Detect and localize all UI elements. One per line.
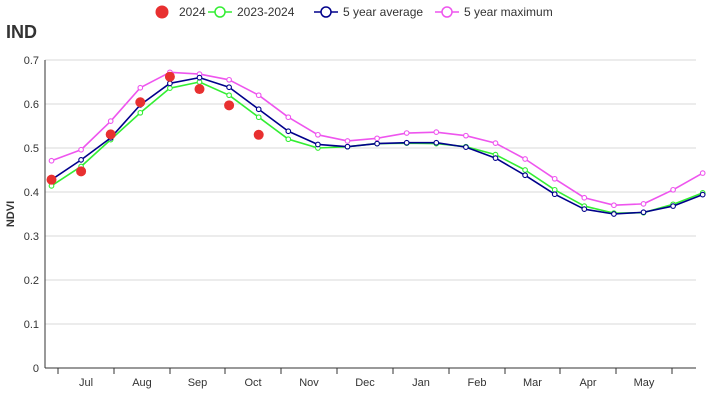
data-point: [196, 74, 203, 81]
x-tick-label: Aug: [132, 377, 152, 389]
data-point: [463, 132, 469, 139]
data-point: [48, 157, 55, 164]
data-point: [137, 84, 144, 91]
data-point: [78, 157, 84, 163]
data-point: [551, 191, 558, 198]
x-tick-label: Nov: [299, 377, 319, 389]
data-point: [164, 71, 175, 82]
series-5-year-average: [48, 74, 706, 217]
legend-label: 2024: [179, 5, 206, 19]
data-point: [255, 92, 262, 99]
data-point: [194, 84, 205, 95]
data-point: [433, 129, 440, 136]
data-point: [374, 140, 380, 147]
data-point: [640, 201, 647, 207]
data-point: [226, 92, 232, 99]
data-point: [374, 135, 380, 142]
data-point: [167, 85, 173, 92]
legend-item-2023-2024[interactable]: 2023-2024: [208, 5, 295, 19]
x-tick-label: Jan: [412, 377, 430, 389]
data-point: [226, 76, 232, 83]
data-point: [670, 186, 676, 193]
data-point: [581, 194, 588, 201]
y-tick-label: 0.7: [24, 55, 39, 67]
axes: 0 0.1 0.2 0.3 0.4 0.5 0.6 0.7 Jul Aug Sep Oct Nov Dec…: [24, 55, 696, 389]
data-point: [699, 191, 706, 198]
data-point: [492, 155, 499, 161]
legend-label: 2023-2024: [237, 5, 295, 19]
x-tick-label: Dec: [355, 377, 375, 389]
x-tick-label: Oct: [244, 377, 261, 389]
legend-marker: [441, 6, 453, 18]
data-point: [226, 84, 232, 91]
data-point: [522, 167, 528, 173]
data-point: [105, 129, 116, 140]
data-point: [285, 128, 292, 135]
data-point: [255, 114, 262, 121]
data-point: [611, 202, 617, 209]
data-point: [433, 139, 440, 146]
y-tick-label: 0: [33, 363, 39, 375]
legend: 2024 2023-2024 5 year average 5 year maximu…: [155, 5, 553, 19]
legend-item-5-year-average[interactable]: 5 year average: [314, 5, 423, 19]
legend-item-5-year-maximum[interactable]: 5 year maximum: [435, 5, 553, 19]
data-point: [640, 209, 647, 216]
data-point: [135, 97, 146, 108]
data-point: [255, 106, 262, 113]
data-point: [492, 140, 499, 147]
chart-title: IND: [6, 22, 37, 42]
x-tick-label: Feb: [468, 377, 487, 389]
y-tick-label: 0.6: [24, 99, 39, 111]
x-tick-label: May: [634, 377, 655, 389]
data-point: [581, 206, 588, 213]
series-5-year-maximum: [48, 69, 706, 209]
y-tick-label: 0.1: [24, 319, 39, 331]
data-point: [403, 139, 410, 146]
y-axis-label: NDVI: [5, 201, 17, 227]
data-point: [137, 109, 144, 116]
data-point: [76, 166, 87, 177]
legend-item-2024[interactable]: 2024: [155, 5, 207, 19]
series-2024: [46, 71, 264, 185]
legend-marker: [320, 6, 332, 18]
data-point: [699, 170, 706, 176]
series-layer: [46, 69, 706, 217]
y-tick-label: 0.3: [24, 231, 39, 243]
data-point: [611, 211, 617, 217]
data-point: [403, 130, 410, 136]
data-point: [285, 114, 292, 121]
legend-label: 5 year maximum: [464, 5, 553, 19]
y-tick-label: 0.5: [24, 143, 39, 155]
grid: [45, 59, 696, 325]
data-point: [522, 156, 528, 162]
x-tick-label: Mar: [523, 377, 542, 389]
y-tick-label: 0.4: [24, 187, 39, 199]
legend-marker: [155, 5, 169, 19]
x-tick-label: Jul: [79, 377, 93, 389]
data-point: [463, 144, 469, 150]
y-tick-label: 0.2: [24, 275, 39, 287]
data-point: [670, 203, 676, 209]
x-tick-label: Sep: [188, 377, 208, 389]
data-point: [78, 146, 84, 153]
data-point: [315, 131, 321, 138]
data-point: [224, 100, 235, 111]
data-point: [46, 174, 57, 185]
data-point: [344, 143, 351, 150]
data-point: [107, 118, 114, 125]
data-point: [285, 136, 292, 143]
data-point: [344, 138, 351, 144]
legend-label: 5 year average: [343, 5, 423, 19]
data-point: [315, 141, 321, 148]
data-point: [253, 129, 264, 140]
data-point: [551, 175, 558, 182]
x-tick-label: Apr: [579, 377, 596, 389]
data-point: [522, 172, 528, 179]
legend-marker: [214, 6, 226, 18]
